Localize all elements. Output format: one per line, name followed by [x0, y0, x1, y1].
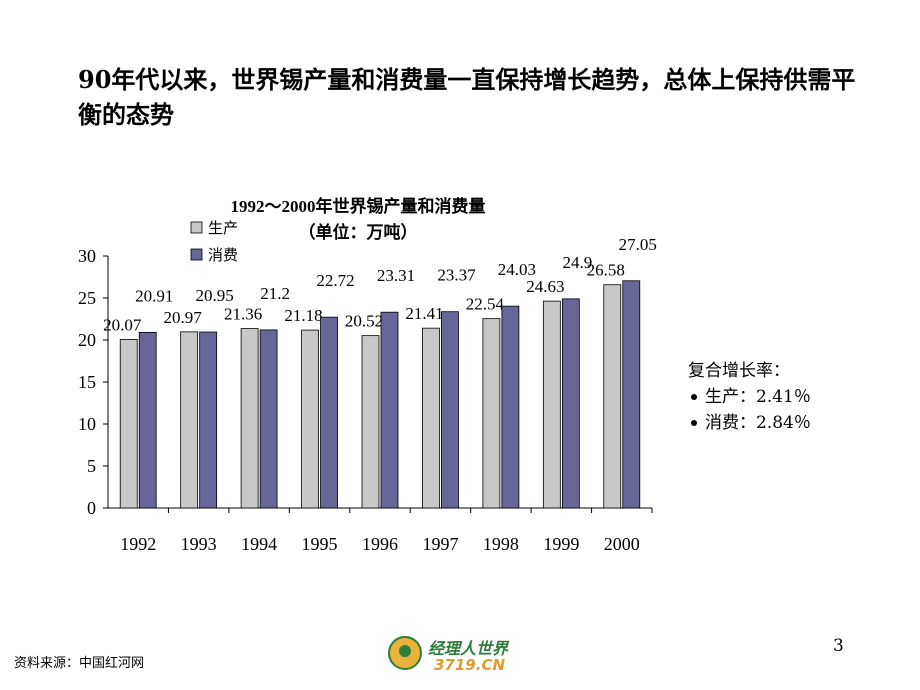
y-tick-label: 30 — [78, 246, 96, 266]
headline: 90年代以来，世界锡产量和消费量一直保持增长趋势，总体上保持供需平衡的态势 — [78, 65, 856, 129]
y-tick-label: 10 — [78, 414, 96, 434]
legend-swatch — [190, 248, 203, 261]
x-tick-label: 1995 — [302, 534, 338, 554]
bar-production — [422, 327, 440, 509]
bar-production — [301, 329, 319, 509]
legend-label: 生产 — [208, 220, 238, 237]
data-label-production: 20.07 — [103, 315, 142, 334]
bar-consumption — [380, 311, 399, 509]
data-label-consumption: 23.31 — [377, 266, 415, 285]
growth-note-item: 消费：2.84％ — [688, 410, 811, 436]
data-label-consumption: 22.72 — [316, 271, 354, 290]
y-tick-label: 15 — [78, 372, 96, 392]
bar-consumption — [199, 331, 218, 509]
bar-production — [180, 331, 199, 509]
chart-subtitle: （单位：万吨） — [299, 222, 418, 242]
data-label-consumption: 20.95 — [196, 286, 234, 305]
bar-production — [361, 335, 380, 509]
x-tick-label: 2000 — [604, 534, 640, 554]
bar-consumption — [138, 331, 157, 509]
bullet-icon — [691, 394, 697, 400]
data-label-production: 22.54 — [466, 295, 505, 314]
data-label-production: 21.36 — [224, 305, 262, 324]
y-tick-label: 20 — [78, 330, 96, 350]
data-label-consumption: 23.37 — [437, 266, 476, 285]
bar-consumption — [561, 298, 580, 509]
legend-label: 消费 — [208, 247, 238, 264]
x-tick-label: 1998 — [483, 534, 519, 554]
bullet-icon — [691, 420, 697, 426]
data-label-consumption: 24.03 — [498, 260, 536, 279]
x-tick-label: 1997 — [422, 534, 458, 554]
growth-consumption: 消费：2.84％ — [705, 413, 811, 433]
x-tick-label: 1999 — [543, 534, 579, 554]
bar-production — [240, 328, 259, 509]
growth-note: 复合增长率： 生产：2.41％ 消费：2.84％ — [688, 358, 811, 436]
bar-consumption — [259, 329, 278, 509]
x-tick-label: 1996 — [362, 534, 398, 554]
logo-emblem-icon — [388, 636, 422, 670]
data-label-consumption: 21.2 — [260, 284, 290, 303]
bar-consumption — [622, 280, 641, 509]
y-tick-label: 25 — [78, 288, 96, 308]
y-tick-label: 5 — [87, 456, 96, 476]
bar-consumption — [320, 316, 338, 509]
bar-consumption — [441, 311, 459, 509]
data-label-production: 20.97 — [164, 308, 203, 327]
growth-production: 生产：2.41％ — [705, 387, 811, 407]
data-label-consumption: 20.91 — [135, 286, 173, 305]
source-note: 资料来源：中国红河网 — [14, 656, 145, 671]
logo-line2: 3719.CN — [434, 656, 506, 674]
logo-line1: 经理人世界 — [428, 639, 509, 658]
legend-swatch — [190, 221, 203, 234]
bar-production — [542, 300, 561, 509]
data-label-production: 20.52 — [345, 312, 383, 331]
x-tick-label: 1993 — [181, 534, 217, 554]
bar-production — [482, 318, 501, 509]
bar-production — [603, 284, 622, 509]
x-tick-label: 1992 — [120, 534, 156, 554]
data-label-consumption: 27.05 — [619, 235, 657, 254]
data-label-consumption: 24.9 — [562, 253, 592, 272]
bar-production — [119, 339, 138, 509]
data-label-production: 26.58 — [587, 261, 625, 280]
data-label-production: 21.41 — [405, 304, 443, 323]
x-tick-label: 1994 — [241, 534, 277, 554]
bar-consumption — [501, 305, 520, 509]
growth-note-title: 复合增长率： — [688, 361, 790, 381]
logo: 经理人世界 3719.CN — [388, 630, 538, 680]
data-label-production: 21.18 — [284, 306, 322, 325]
chart-title: 1992～2000年世界锡产量和消费量 — [231, 196, 486, 216]
growth-note-item: 生产：2.41％ — [688, 384, 811, 410]
page-number: 3 — [833, 636, 844, 656]
y-tick-label: 0 — [87, 498, 96, 518]
data-label-production: 24.63 — [526, 277, 564, 296]
